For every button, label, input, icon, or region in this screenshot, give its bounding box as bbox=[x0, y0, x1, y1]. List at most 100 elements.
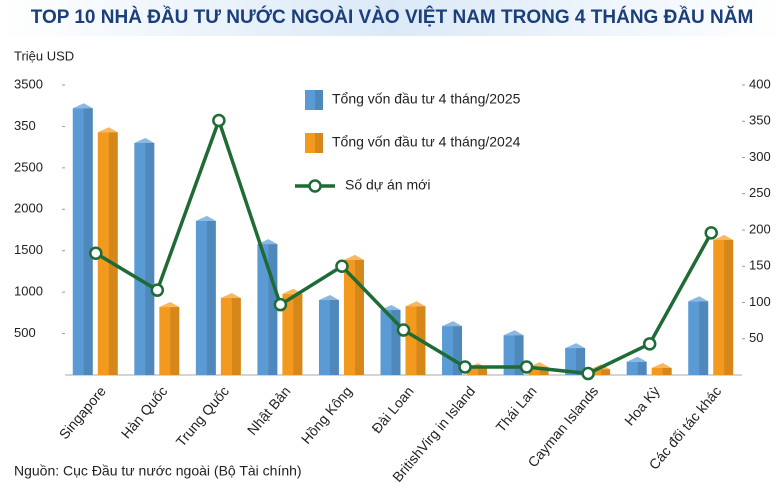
bar-top bbox=[97, 127, 118, 133]
x-tick-label: Đài Loan bbox=[368, 383, 416, 436]
bar bbox=[195, 215, 216, 375]
y2-tick-label: 50 bbox=[749, 330, 763, 345]
bar-top bbox=[503, 330, 524, 336]
x-tick-label: Singapore bbox=[56, 383, 109, 442]
bar-top bbox=[528, 362, 549, 368]
bar-top bbox=[159, 302, 180, 308]
bar-face bbox=[220, 297, 241, 375]
y2-tick-label: 150 bbox=[749, 258, 771, 273]
y-tick-label: 350 bbox=[14, 118, 36, 133]
bar-top bbox=[442, 321, 463, 327]
x-tick-label: Thái Lan bbox=[492, 383, 539, 435]
bar bbox=[97, 127, 118, 375]
bar-shade bbox=[170, 307, 180, 375]
line-point bbox=[519, 360, 534, 374]
y-tick-label: 1000 bbox=[14, 284, 43, 299]
bar bbox=[688, 296, 709, 375]
bar bbox=[651, 362, 672, 375]
x-tick-label: Nhật Bản bbox=[244, 383, 294, 438]
bar-face bbox=[651, 367, 672, 375]
bar-shade bbox=[576, 348, 586, 375]
legend-swatch-shade bbox=[315, 90, 323, 110]
legend-swatch bbox=[305, 90, 323, 110]
line-point bbox=[642, 337, 657, 351]
y2-tick-label: 350 bbox=[749, 113, 771, 128]
bar-face bbox=[688, 301, 709, 375]
line-point bbox=[273, 297, 288, 312]
bar-face bbox=[282, 293, 303, 375]
bar-face bbox=[72, 108, 93, 375]
legend-label: Tổng vốn đầu tư 4 tháng/2024 bbox=[332, 134, 521, 150]
bar-face bbox=[565, 348, 586, 375]
y2-tick-label: 400 bbox=[749, 76, 771, 91]
bar-shade bbox=[268, 244, 278, 375]
bar-shade bbox=[329, 300, 339, 375]
y-tick-label: 3500 bbox=[14, 76, 43, 91]
line-point bbox=[704, 226, 718, 240]
y-tick-label: 2500 bbox=[14, 159, 43, 174]
y2-tick-label: 200 bbox=[749, 221, 771, 236]
bar-shade bbox=[601, 369, 611, 375]
bar-top bbox=[257, 239, 278, 245]
bar bbox=[159, 302, 180, 375]
x-tick-label: Trung Quốc bbox=[173, 383, 232, 450]
bar-top bbox=[688, 296, 709, 302]
bar-top bbox=[220, 292, 241, 298]
y2-tick-label: 300 bbox=[749, 149, 771, 164]
bar-face bbox=[195, 220, 216, 375]
bar-top bbox=[134, 138, 155, 143]
bar bbox=[503, 330, 524, 375]
bar bbox=[626, 356, 647, 375]
bar-shade bbox=[231, 297, 241, 375]
bar-face bbox=[528, 367, 549, 375]
bar-face bbox=[343, 259, 364, 375]
bar-face bbox=[405, 306, 426, 375]
bar-top bbox=[318, 295, 339, 301]
bar bbox=[565, 343, 586, 375]
bar-top bbox=[343, 254, 364, 260]
bar-shade bbox=[453, 326, 463, 375]
bar-shade bbox=[662, 367, 672, 375]
y-axis-label: Triệu USD bbox=[14, 48, 74, 63]
bar-shade bbox=[145, 143, 155, 375]
bar-face bbox=[318, 300, 339, 375]
bar-face bbox=[503, 335, 524, 375]
bar-shade bbox=[206, 220, 216, 375]
bar-face bbox=[380, 309, 401, 375]
bar-top bbox=[405, 301, 426, 307]
legend-swatch-shade bbox=[315, 133, 323, 153]
bar-face bbox=[134, 143, 155, 375]
title-band bbox=[0, 0, 783, 36]
y-tick-label: 1500 bbox=[14, 242, 43, 257]
legend-label: Tổng vốn đầu tư 4 tháng/2025 bbox=[332, 91, 521, 107]
x-tick-label: Hàn Quốc bbox=[118, 383, 171, 442]
bar-face bbox=[467, 367, 488, 375]
bar-shade bbox=[293, 293, 303, 375]
line-point bbox=[212, 113, 226, 128]
bar bbox=[318, 295, 339, 375]
chart-title: TOP 10 NHÀ ĐẦU TƯ NƯỚC NGOÀI VÀO VIỆT NA… bbox=[31, 6, 754, 28]
bar-shade bbox=[514, 335, 524, 375]
y-tick-label: 2000 bbox=[14, 201, 43, 216]
legend-swatch bbox=[305, 133, 323, 153]
x-tick-label: Hồng Kông bbox=[298, 383, 355, 447]
source: Nguồn: Cục Đầu tư nước ngoài (Bộ Tài chí… bbox=[14, 463, 302, 479]
bar-face bbox=[713, 239, 734, 375]
bar bbox=[528, 362, 549, 375]
bar-shade bbox=[699, 301, 709, 375]
bar bbox=[134, 138, 155, 375]
bar-top bbox=[713, 234, 734, 240]
bar-top bbox=[380, 304, 401, 310]
bar-shade bbox=[354, 259, 364, 375]
bar-shade bbox=[724, 239, 734, 375]
x-tick-label: Hoa Kỳ bbox=[621, 383, 663, 428]
bar bbox=[380, 304, 401, 375]
bar bbox=[72, 103, 93, 375]
bar-top bbox=[565, 343, 586, 349]
bar bbox=[220, 292, 241, 375]
bar-shade bbox=[391, 309, 401, 375]
bar-shade bbox=[83, 108, 93, 375]
bar-shade bbox=[478, 367, 488, 375]
bar-top bbox=[195, 215, 216, 221]
